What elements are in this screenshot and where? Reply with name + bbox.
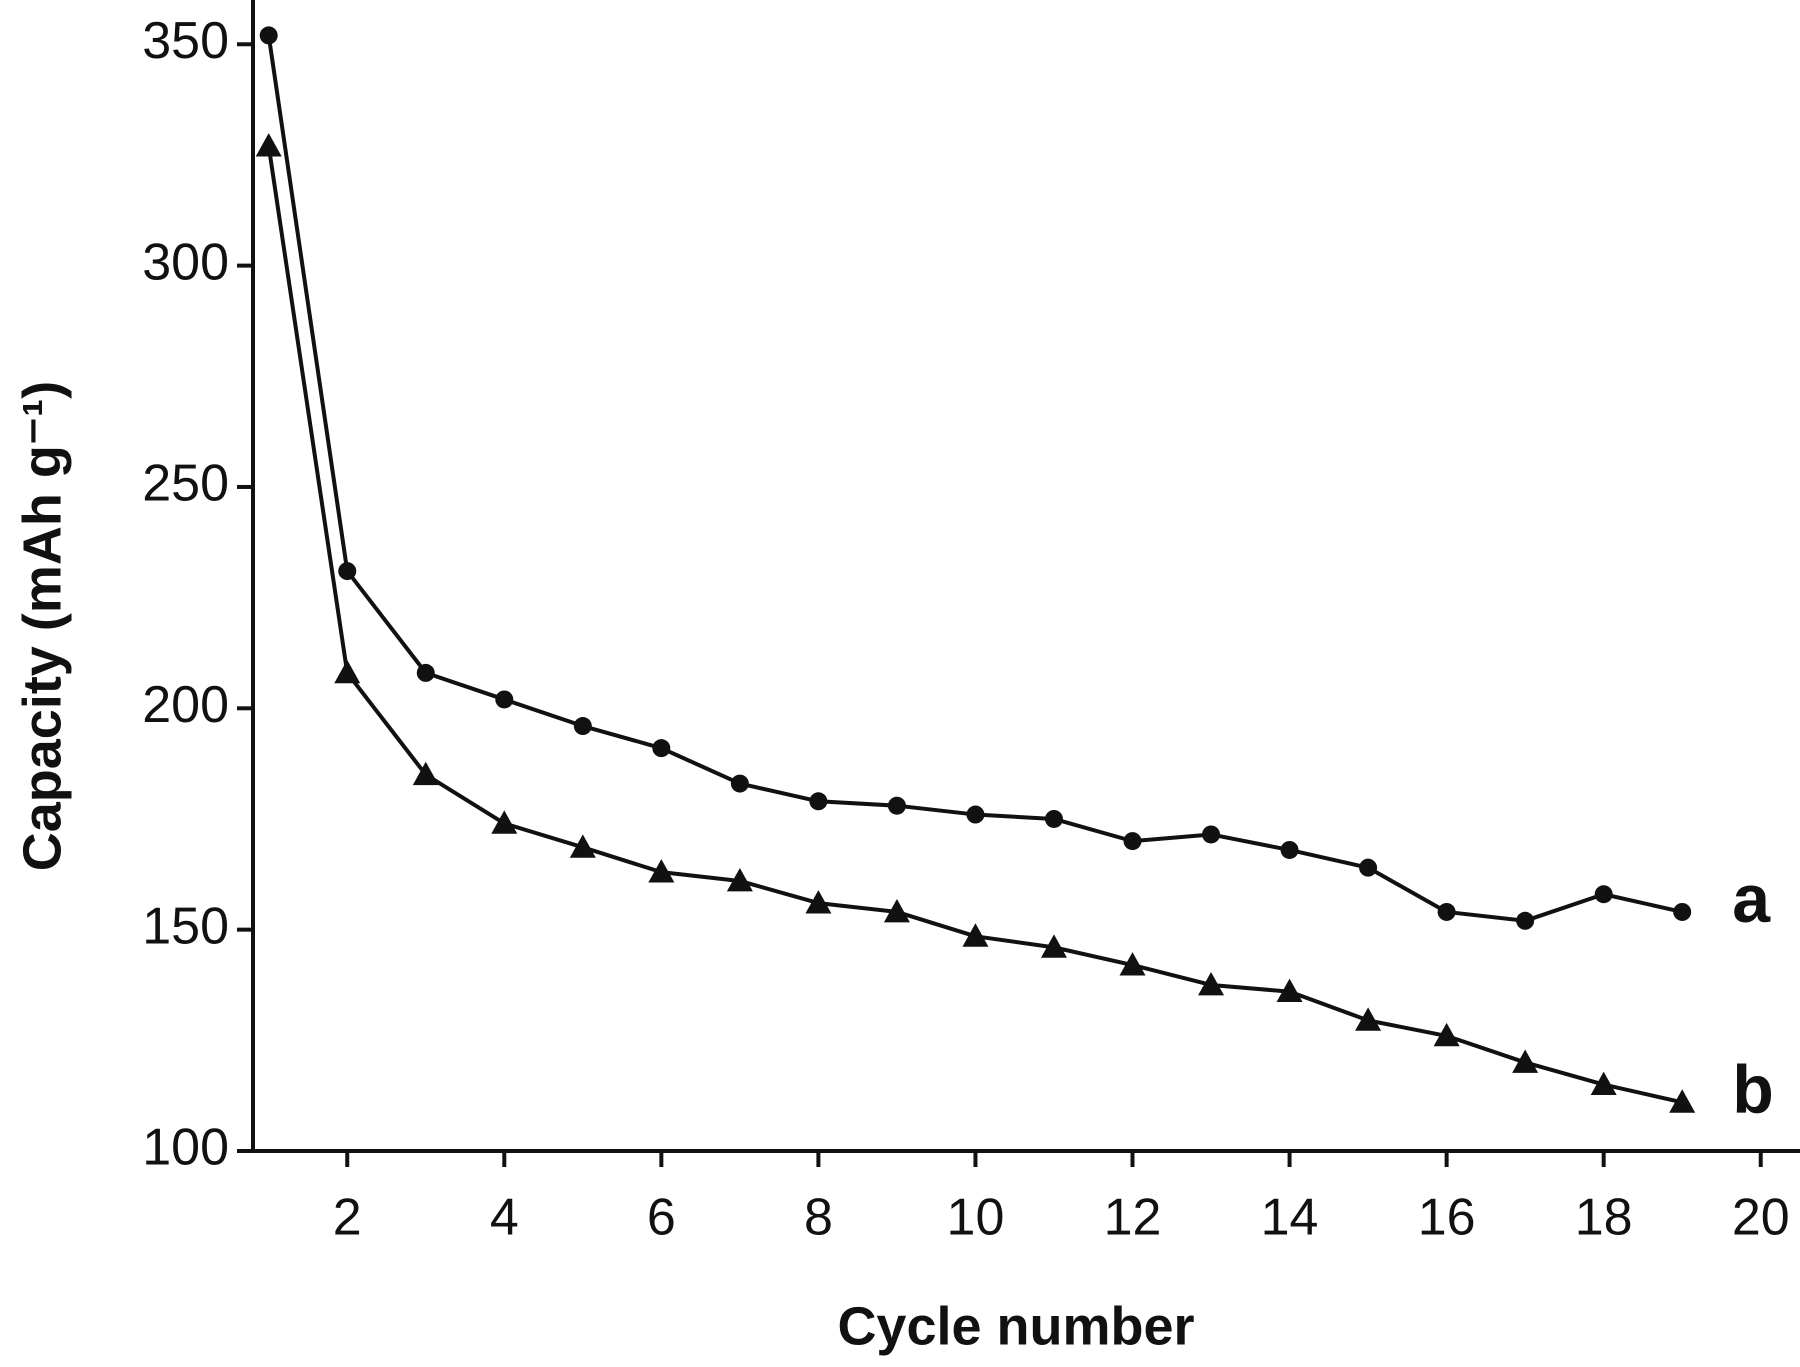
data-point (573, 717, 592, 736)
y-tick-label: 300 (142, 233, 229, 291)
data-point (491, 810, 518, 834)
data-point (1433, 1022, 1460, 1047)
data-point (962, 923, 989, 947)
data-point (1280, 840, 1299, 859)
x-tick-label: 8 (804, 1189, 833, 1247)
data-point (966, 805, 985, 824)
data-point (1355, 1007, 1382, 1031)
y-tick-label: 150 (142, 897, 229, 955)
data-point (652, 739, 671, 758)
y-tick-label: 250 (142, 455, 229, 513)
data-point (495, 690, 514, 709)
data-point (809, 792, 828, 811)
data-point (726, 867, 753, 892)
data-point (412, 761, 439, 786)
data-point (648, 859, 675, 883)
data-point (1119, 952, 1146, 976)
x-tick-label: 16 (1418, 1189, 1476, 1247)
y-tick-label: 350 (142, 12, 229, 70)
data-point (1437, 902, 1456, 921)
data-point (259, 26, 278, 45)
data-point (1673, 902, 1692, 921)
data-point (338, 562, 357, 581)
data-point (1512, 1049, 1539, 1073)
x-tick-label: 18 (1575, 1189, 1633, 1247)
x-tick-label: 10 (947, 1189, 1005, 1247)
data-point (1359, 858, 1378, 877)
data-point (805, 890, 832, 914)
data-point (1590, 1071, 1617, 1095)
data-point (334, 659, 361, 684)
x-tick-label: 12 (1104, 1189, 1162, 1247)
data-point (1516, 911, 1535, 930)
data-point (1198, 971, 1225, 996)
data-point (416, 663, 435, 682)
y-tick-label: 200 (142, 676, 229, 734)
data-point (255, 133, 282, 157)
data-point (1202, 825, 1221, 844)
data-point (1123, 832, 1142, 851)
data-point (1594, 885, 1613, 904)
data-point (883, 898, 910, 923)
series-line (266, 35, 1683, 923)
x-tick-label: 2 (333, 1189, 362, 1247)
data-point (1669, 1089, 1696, 1113)
series-label: b (1732, 1051, 1774, 1127)
x-axis-title: Cycle number (837, 1296, 1194, 1356)
x-tick-label: 14 (1261, 1189, 1319, 1247)
data-point (1276, 978, 1303, 1003)
x-tick-label: 20 (1732, 1189, 1790, 1247)
data-point (1044, 809, 1063, 828)
series-label: a (1732, 861, 1771, 937)
data-point (569, 834, 596, 858)
data-point (1040, 934, 1067, 958)
data-point (730, 774, 749, 793)
x-tick-label: 6 (647, 1189, 676, 1247)
data-point (887, 796, 906, 815)
y-tick-label: 100 (142, 1119, 229, 1177)
y-axis-title: Capacity (mAh g⁻¹) (12, 381, 72, 872)
series-line (266, 145, 1683, 1105)
x-tick-label: 4 (490, 1189, 519, 1247)
